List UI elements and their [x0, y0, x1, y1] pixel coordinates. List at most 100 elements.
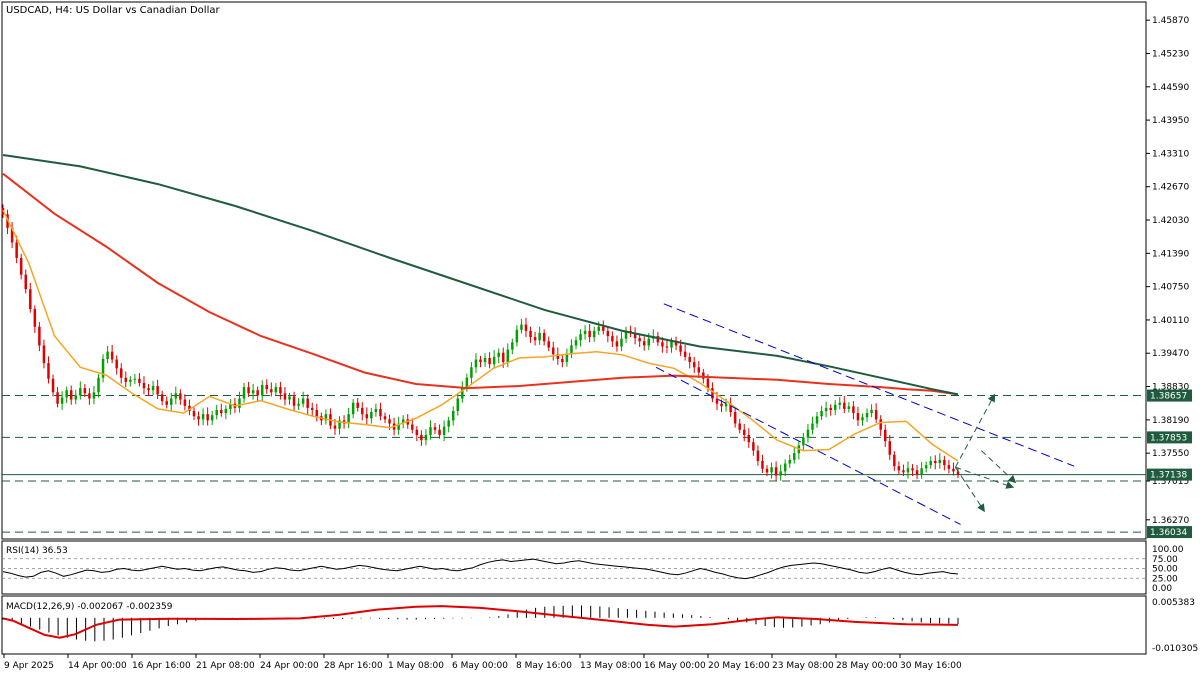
price-layer [1, 154, 1146, 533]
time-tick-label: 14 Apr 00:00 [68, 661, 127, 671]
rsi-line [2, 558, 959, 580]
candle-body [743, 429, 746, 435]
price-tick-label: 1.45230 [1152, 49, 1189, 59]
candle-body [774, 467, 778, 476]
time-tick-label: 16 Apr 16:00 [132, 661, 191, 671]
candle-body [247, 387, 250, 394]
candle-body [433, 427, 437, 430]
candle-body [310, 407, 314, 410]
candle-body [633, 333, 637, 339]
candle-body [638, 338, 641, 342]
candle-body [952, 468, 955, 472]
projection-arrow [955, 466, 1015, 489]
price-tick-label: 1.37550 [1152, 449, 1189, 459]
candle-body [165, 401, 168, 405]
candle-body [574, 340, 578, 346]
candle-body [915, 470, 919, 474]
candle-body [383, 416, 387, 420]
rsi-tick-label: 25.00 [1152, 574, 1178, 584]
candle-body [697, 367, 701, 373]
candle-body [938, 459, 942, 464]
candle-body [570, 345, 573, 354]
candle-body [688, 356, 691, 363]
candle-body [561, 358, 564, 363]
candle-body [19, 258, 23, 275]
candle-body [188, 405, 191, 412]
candle-body [60, 397, 64, 404]
candle-body [151, 386, 155, 391]
candle-body [520, 324, 523, 330]
time-tick-label: 28 Apr 16:00 [324, 661, 383, 671]
candle-body [315, 409, 319, 417]
time-tick-label: 16 May 00:00 [644, 661, 706, 671]
price-tick-label: 1.38830 [1152, 383, 1189, 393]
price-tick-label: 1.41390 [1152, 249, 1189, 259]
candle-body [201, 414, 205, 420]
candle-body [934, 460, 937, 464]
candle-body [370, 412, 373, 419]
candle-body [470, 367, 473, 378]
ma-slow-line [2, 154, 959, 396]
candle-body [292, 396, 296, 406]
candle-body [656, 336, 660, 343]
candle-body [893, 454, 896, 467]
candle-body [256, 390, 259, 396]
price-tick-label: 1.40750 [1152, 283, 1189, 293]
chart-title: USDCAD, H4: US Dollar vs Canadian Dollar [6, 5, 220, 16]
candle-body [260, 384, 264, 396]
projection-arrow [955, 466, 985, 513]
candle-body [179, 393, 182, 400]
level-badge [1147, 468, 1192, 481]
candle-body [602, 326, 605, 331]
candle-body [156, 386, 159, 395]
candle-body [251, 390, 255, 394]
candle-body [29, 289, 32, 310]
candle-body [861, 417, 864, 421]
candle-body [920, 468, 923, 474]
candle-body [110, 351, 114, 360]
candle-body [665, 346, 669, 348]
candle-body [438, 429, 441, 435]
candle-body [197, 416, 200, 420]
candle-body [852, 406, 855, 414]
candle-body [588, 330, 591, 338]
macd-tick-label: -0.010305 [1152, 644, 1198, 654]
candle-body [229, 403, 232, 409]
candle-body [106, 351, 109, 359]
candle-body [642, 341, 646, 346]
candle-body [647, 338, 651, 346]
candle-body [206, 414, 209, 421]
candle-body [729, 403, 732, 413]
ma-mid-line [2, 172, 959, 396]
candle-body [465, 377, 469, 389]
candle-body [565, 353, 569, 363]
candle-body [956, 471, 960, 475]
candle-body [492, 356, 496, 365]
candle-body [411, 424, 414, 430]
time-tick-label: 9 Apr 2025 [4, 661, 54, 671]
price-tick-label: 1.38190 [1152, 416, 1189, 426]
candle-body [338, 420, 341, 429]
candle-body [415, 429, 419, 435]
candle-body [365, 414, 369, 419]
candle-body [447, 420, 450, 427]
candle-body [215, 409, 218, 416]
candle-body [88, 393, 91, 399]
price-tick-label: 1.43310 [1152, 149, 1189, 159]
candle-body [720, 403, 723, 407]
candle-body [83, 388, 87, 394]
macd-label: MACD(12,26,9) -0.002067 -0.002359 [6, 602, 173, 612]
candle-body [756, 450, 760, 461]
rsi-tick-label: 75.00 [1152, 555, 1178, 565]
candle-body [597, 326, 600, 331]
macd-tick-label: 0.005383 [1152, 598, 1195, 608]
candle-body [483, 357, 487, 363]
candle-body [170, 398, 173, 405]
candle-body [620, 338, 623, 347]
candle-body [879, 419, 882, 430]
candle-body [770, 467, 773, 473]
candle-body [752, 442, 755, 451]
projection-arrow [954, 393, 996, 468]
candle-body [911, 468, 914, 471]
candle-body [524, 324, 528, 331]
